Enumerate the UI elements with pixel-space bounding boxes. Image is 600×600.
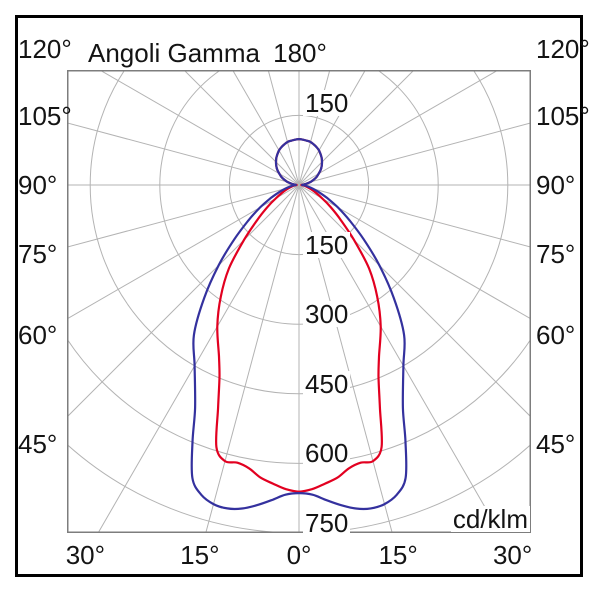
gamma-label-180: 180° xyxy=(273,38,327,68)
gamma-label-left-45: 45° xyxy=(18,429,58,459)
gamma-label-left-105: 105° xyxy=(18,100,72,131)
unit-label: cd/klm xyxy=(450,504,530,534)
plot-border xyxy=(67,70,531,533)
gamma-label-right-75: 75° xyxy=(536,239,576,270)
polar-grid-ring-300 xyxy=(159,70,439,325)
polar-plot xyxy=(67,70,531,533)
polar-grid-ray xyxy=(298,184,531,320)
gamma-label-bottom--15: 15° xyxy=(180,540,220,570)
polar-grid-ray xyxy=(67,184,300,248)
polar-grid-ray xyxy=(298,70,366,186)
gamma-label-left-120: 120° xyxy=(18,34,72,64)
polar-grid-ring-600 xyxy=(67,337,531,464)
gamma-label-bottom-30: 30° xyxy=(492,540,533,570)
ring-value-label-top-150: 150 xyxy=(303,88,351,119)
polar-grid-ray xyxy=(97,184,300,533)
gamma-label-bottom--30: 30° xyxy=(65,540,106,570)
polar-grid-ray xyxy=(67,184,300,320)
polar-grid-ray xyxy=(98,70,300,186)
polar-grid-ray xyxy=(298,70,331,186)
gamma-label-left-60: 60° xyxy=(18,319,58,350)
ring-value-label-150: 150 xyxy=(303,229,351,260)
gamma-label-right-120: 120° xyxy=(536,34,590,64)
ring-value-label-450: 450 xyxy=(303,368,351,399)
chart-title: Angoli Gamma xyxy=(88,38,260,68)
polar-grid-ray xyxy=(298,70,500,186)
gamma-label-bottom-0: 0° xyxy=(286,540,312,570)
polar-grid-ray xyxy=(298,70,415,186)
gamma-label-right-90: 90° xyxy=(536,170,576,200)
gamma-label-bottom-15: 15° xyxy=(378,540,418,570)
blue-curve xyxy=(190,138,408,511)
ring-value-label-600: 600 xyxy=(303,438,351,469)
gamma-label-left-75: 75° xyxy=(18,239,58,270)
polar-grid-ring-450 xyxy=(89,70,509,395)
polar-grid-ray xyxy=(67,122,300,186)
polar-grid-ray xyxy=(298,184,393,533)
gamma-label-right-45: 45° xyxy=(536,429,576,459)
polar-grid-ring-150 xyxy=(228,114,370,256)
polar-grid-ray xyxy=(298,184,531,248)
ring-value-label-750: 750 xyxy=(303,508,351,538)
ring-value-label-300: 300 xyxy=(303,299,351,330)
outer-frame xyxy=(15,15,583,577)
gamma-label-left-90: 90° xyxy=(18,170,58,200)
polar-grid-ray xyxy=(267,70,300,186)
polar-grid-ray xyxy=(298,184,501,533)
polar-grid-ray xyxy=(183,70,300,186)
polar-grid-ray xyxy=(232,70,300,186)
polar-grid-ray xyxy=(298,122,531,186)
gamma-label-right-60: 60° xyxy=(536,319,576,350)
polar-grid-ray xyxy=(205,184,300,533)
gamma-label-right-105: 105° xyxy=(536,100,590,131)
